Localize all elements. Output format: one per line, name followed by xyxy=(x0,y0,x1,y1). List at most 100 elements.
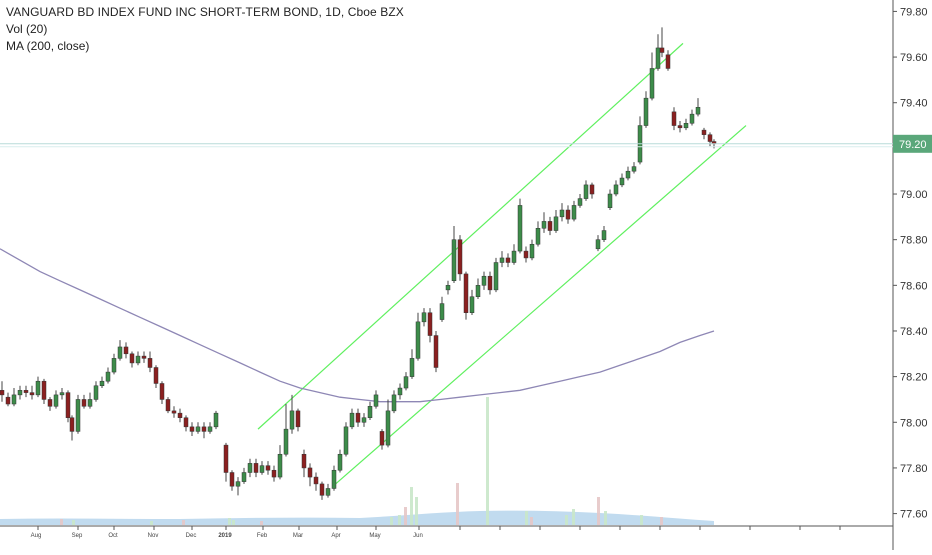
candle-body xyxy=(235,481,241,487)
candle-body xyxy=(201,426,207,432)
price-tick-label: 77.80 xyxy=(900,463,928,475)
candle-body xyxy=(289,410,295,430)
candle-body xyxy=(589,184,595,195)
candle xyxy=(559,203,565,222)
candle-body xyxy=(223,444,229,473)
candle xyxy=(301,449,307,478)
candle xyxy=(319,481,325,500)
time-tick-label: Feb xyxy=(257,533,268,539)
candle-body xyxy=(523,250,529,259)
candle-body xyxy=(319,483,325,496)
candle xyxy=(229,470,235,491)
candle xyxy=(265,461,271,475)
volume-indicator-label: Vol (20) xyxy=(6,22,48,36)
candle xyxy=(47,397,53,411)
candle xyxy=(701,127,707,140)
candle xyxy=(535,221,541,247)
moving-average-indicator-label: MA (200, close) xyxy=(6,39,90,53)
candle xyxy=(177,408,183,423)
candle-body xyxy=(35,380,41,396)
candle xyxy=(451,225,457,284)
candle xyxy=(129,351,135,368)
candle xyxy=(307,463,313,487)
candle xyxy=(607,189,613,210)
price-tick-label: 78.60 xyxy=(900,280,928,292)
volume-bar xyxy=(572,509,575,525)
candle xyxy=(283,404,289,457)
candle xyxy=(247,458,253,478)
candle-body xyxy=(135,355,141,364)
candle xyxy=(59,388,65,400)
price-tick-label: 78.40 xyxy=(900,326,928,338)
candle xyxy=(541,212,547,233)
candle-body xyxy=(385,410,391,446)
candle-body xyxy=(207,426,213,432)
candle xyxy=(271,465,277,482)
price-tick-label: 79.80 xyxy=(900,6,928,18)
volume-bar xyxy=(597,497,600,525)
candle-body xyxy=(649,68,655,99)
candle-body xyxy=(313,476,319,485)
candle xyxy=(195,422,201,434)
candle-body xyxy=(147,358,153,368)
candle-body xyxy=(457,239,463,275)
candle-body xyxy=(397,387,403,396)
candle xyxy=(613,180,619,197)
candle-body xyxy=(241,472,247,482)
candle-body xyxy=(41,380,47,400)
candle-body xyxy=(349,412,355,428)
candle-body xyxy=(129,353,135,364)
candle xyxy=(655,34,661,71)
candle xyxy=(343,422,349,457)
candle-body xyxy=(259,465,265,473)
candle xyxy=(403,372,409,391)
candle-body xyxy=(247,463,253,473)
candle-body xyxy=(415,321,421,359)
candle xyxy=(571,200,577,222)
candle xyxy=(0,381,5,402)
time-tick-label: Dec xyxy=(186,533,197,539)
candle xyxy=(637,116,643,165)
candle-body xyxy=(517,205,523,252)
candle-body xyxy=(391,394,397,412)
volume-bar xyxy=(415,497,418,525)
candle-body xyxy=(183,417,189,428)
candle-body xyxy=(511,250,517,263)
candle-body xyxy=(577,198,583,206)
candle xyxy=(99,376,105,389)
candle xyxy=(69,415,75,441)
candle-body xyxy=(75,399,81,432)
candle-body xyxy=(695,107,701,115)
symbol-title: VANGUARD BD INDEX FUND INC SHORT-TERM BO… xyxy=(6,5,404,19)
candle xyxy=(409,349,415,379)
candle xyxy=(295,408,301,432)
price-tick-label: 78.00 xyxy=(900,417,928,429)
candle-body xyxy=(189,426,195,432)
volume-bar xyxy=(486,397,489,525)
candle xyxy=(41,378,47,405)
volume-bar xyxy=(260,521,263,525)
candle xyxy=(665,50,671,71)
candle-body xyxy=(619,177,625,186)
candle xyxy=(577,194,583,208)
candle xyxy=(331,465,337,491)
candle xyxy=(601,225,607,242)
volume-bar xyxy=(640,515,643,525)
candle-body xyxy=(141,355,147,359)
volume-bar xyxy=(404,507,407,525)
volume-bar xyxy=(232,520,235,525)
candle xyxy=(87,392,93,409)
candle xyxy=(171,406,177,418)
candle-body xyxy=(93,385,99,400)
candle xyxy=(117,340,123,361)
moving-average-line xyxy=(0,248,715,403)
candle xyxy=(11,388,17,407)
time-tick-label: Aug xyxy=(31,533,42,539)
candle-body xyxy=(253,463,259,473)
candle xyxy=(649,52,655,101)
candle xyxy=(683,118,689,131)
candle-body xyxy=(343,426,349,455)
candle-body xyxy=(707,134,713,142)
